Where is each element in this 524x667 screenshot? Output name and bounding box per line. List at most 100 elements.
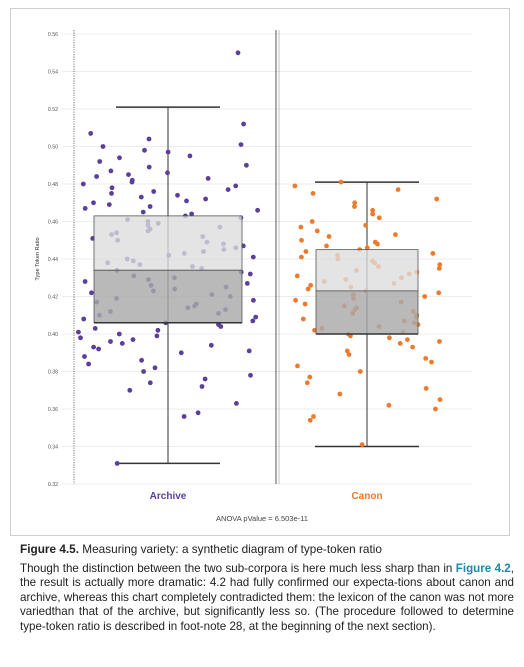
archive-data-point: [250, 254, 256, 260]
canon-data-point: [338, 179, 344, 185]
archive-data-point: [248, 372, 253, 378]
canon-data-point: [395, 187, 401, 193]
canon-data-point: [437, 262, 443, 267]
caption-figure-label: Figure 4.5.: [20, 542, 80, 556]
y-tick-label: 0.40: [48, 332, 58, 338]
caption-figure-title: Measuring variety: a synthetic diagram o…: [79, 542, 382, 556]
canon-data-point: [376, 215, 382, 221]
archive-data-point: [82, 279, 88, 284]
figure-caption: Figure 4.5. Measuring variety: a synthet…: [20, 542, 514, 635]
canon-data-point: [433, 406, 438, 412]
archive-data-point: [154, 333, 160, 339]
archive-data-point: [178, 350, 184, 356]
canon-data-point: [305, 286, 311, 292]
canon-data-point: [405, 337, 410, 342]
archive-data-point: [203, 196, 209, 202]
figure-reference-link[interactable]: Figure 4.2: [455, 561, 511, 575]
anova-annotation: ANOVA pValue = 6.503e-11: [216, 514, 308, 523]
canon-data-point: [302, 301, 308, 307]
archive-data-point: [244, 162, 249, 168]
canon-data-point: [292, 183, 298, 189]
canon-data-point: [422, 294, 428, 299]
canon-data-point: [298, 224, 304, 230]
archive-data-point: [140, 209, 146, 215]
archive-category-label: Archive: [150, 491, 187, 502]
canon-data-point: [437, 339, 442, 344]
archive-data-point: [81, 316, 87, 322]
archive-data-point: [181, 414, 187, 419]
archive-data-point: [117, 155, 122, 161]
archive-data-point: [235, 50, 241, 56]
canon-data-point: [370, 211, 376, 217]
y-tick-label: 0.38: [48, 370, 58, 376]
archive-data-point: [238, 142, 244, 148]
archive-data-point: [96, 346, 101, 352]
y-tick-label: 0.54: [48, 70, 58, 76]
archive-data-point: [109, 185, 115, 191]
archive-data-point: [116, 331, 122, 337]
canon-data-point: [326, 234, 332, 239]
canon-data-point: [393, 232, 398, 238]
y-tick-label: 0.34: [48, 445, 58, 451]
archive-data-point: [253, 314, 259, 320]
archive-data-point: [146, 136, 152, 142]
canon-data-point: [348, 333, 353, 339]
archive-data-point: [202, 376, 208, 382]
archive-data-point: [92, 326, 98, 331]
canon-data-point: [337, 391, 343, 397]
archive-data-point: [127, 387, 133, 393]
archive-box-lower: [93, 269, 243, 324]
archive-data-point: [187, 153, 193, 159]
archive-data-point: [165, 170, 170, 176]
archive-data-point: [82, 206, 88, 211]
archive-data-point: [189, 211, 195, 217]
archive-data-point: [91, 200, 96, 206]
canon-data-point: [346, 352, 352, 357]
archive-data-point: [130, 337, 136, 342]
y-tick-label: 0.52: [48, 107, 58, 113]
y-tick-label: 0.50: [48, 145, 58, 151]
archive-data-point: [129, 179, 135, 185]
archive-data-point: [138, 194, 144, 200]
archive-data-point: [246, 348, 252, 354]
archive-data-point: [225, 187, 231, 193]
caption-body-part-1: Though the distinction between the two s…: [20, 561, 456, 575]
archive-data-point: [250, 318, 256, 324]
canon-data-point: [386, 402, 392, 408]
y-axis-label: Type Token Ratio: [35, 237, 41, 280]
canon-data-point: [308, 282, 314, 288]
canon-data-point: [387, 335, 392, 341]
canon-data-point: [434, 196, 440, 202]
archive-data-point: [100, 144, 106, 149]
archive-box-upper: [93, 215, 243, 271]
y-tick-label: 0.46: [48, 220, 58, 226]
archive-data-point: [155, 327, 161, 333]
canon-data-point: [299, 237, 304, 243]
archive-data-point: [89, 290, 94, 296]
archive-data-point: [152, 365, 158, 371]
archive-data-point: [208, 342, 214, 348]
archive-data-point: [165, 149, 171, 155]
canon-data-point: [364, 245, 370, 251]
archive-data-point: [76, 329, 81, 335]
canon-data-point: [311, 414, 316, 419]
archive-data-point: [119, 341, 125, 346]
canon-data-point: [437, 397, 443, 402]
canon-data-point: [436, 266, 442, 271]
canon-data-point: [314, 228, 320, 234]
canon-data-point: [436, 290, 442, 296]
canon-data-point: [423, 356, 429, 361]
canon-data-point: [429, 359, 434, 365]
archive-data-point: [142, 147, 147, 153]
archive-data-point: [234, 401, 239, 406]
archive-data-point: [251, 297, 256, 303]
canon-box-lower: [315, 290, 419, 335]
archive-data-point: [78, 335, 83, 341]
archive-data-point: [205, 176, 211, 181]
canon-data-point: [375, 241, 380, 247]
archive-data-point: [141, 369, 147, 374]
archive-data-point: [97, 159, 103, 164]
archive-data-point: [139, 357, 145, 363]
caption-title: Figure 4.5. Measuring variety: a synthet…: [20, 542, 514, 557]
archive-data-point: [126, 172, 131, 178]
